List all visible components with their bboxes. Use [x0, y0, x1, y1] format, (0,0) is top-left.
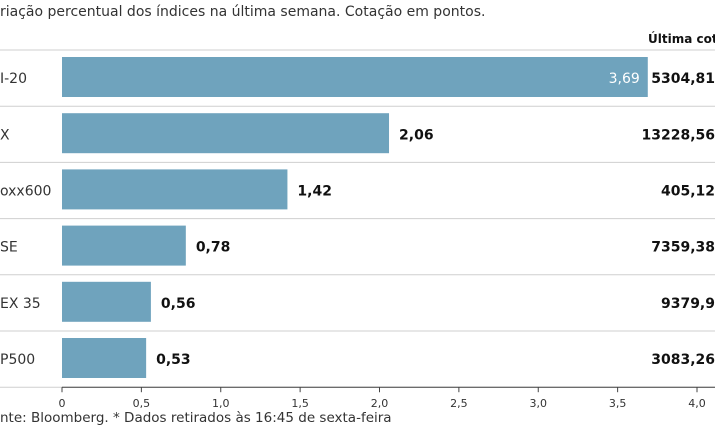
value-label: 2,06: [399, 127, 434, 143]
category-label: P500: [0, 352, 35, 368]
category-label: oxx600: [0, 184, 51, 200]
x-tick-label: 0,5: [133, 397, 151, 410]
value-label: 1,42: [297, 184, 332, 200]
x-tick-label: 3,0: [530, 397, 548, 410]
last-quote-value: 3083,26: [651, 352, 715, 368]
bar: [62, 113, 390, 154]
value-label: 0,56: [161, 296, 196, 312]
category-label: SE: [0, 240, 18, 256]
last-quote-value: 13228,56: [641, 127, 715, 143]
x-tick-label: 2,5: [450, 397, 468, 410]
value-label: 0,53: [156, 352, 191, 368]
x-tick-label: 0: [59, 397, 66, 410]
chart-subtitle: riação percentual dos índices na última …: [0, 4, 486, 20]
last-quote-value: 405,12: [661, 184, 715, 200]
category-label: EX 35: [0, 296, 41, 312]
x-tick-label: 1,5: [291, 397, 309, 410]
last-quote-value: 5304,81: [651, 71, 715, 87]
value-label: 0,78: [196, 240, 231, 256]
bar: [62, 338, 147, 378]
last-quote-header: Última cotaç: [648, 32, 715, 46]
bar: [62, 169, 288, 210]
value-label: 3,69: [609, 71, 640, 87]
x-tick-label: 3,5: [609, 397, 627, 410]
last-quote-value: 7359,38: [651, 240, 715, 256]
category-label: X: [0, 127, 10, 143]
x-tick-label: 4,0: [688, 397, 706, 410]
x-tick-label: 2,0: [371, 397, 389, 410]
bar: [62, 281, 151, 322]
bar: [62, 225, 186, 266]
last-quote-value: 9379,9: [661, 296, 715, 312]
category-label: I-20: [0, 71, 27, 87]
x-tick-label: 1,0: [212, 397, 230, 410]
bar: [62, 57, 648, 97]
chart-source: nte: Bloomberg. * Dados retirados às 16:…: [0, 410, 392, 426]
